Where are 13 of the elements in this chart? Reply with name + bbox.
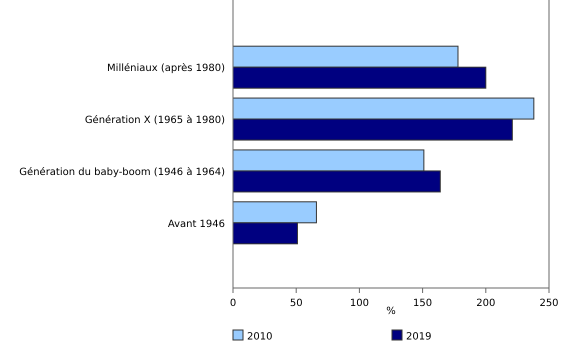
legend-label: 2019 — [406, 332, 432, 342]
x-tick-label: 0 — [230, 298, 236, 309]
y-tick-label: Génération du baby-boom (1946 à 1964) — [19, 166, 226, 178]
y-tick-label: Génération X (1965 à 1980) — [84, 115, 226, 126]
x-tick-label: 200 — [476, 298, 496, 309]
legend-label: 2010 — [247, 332, 272, 342]
x-axis-title: % — [386, 306, 396, 317]
x-tick-label: 150 — [413, 298, 432, 309]
x-tick-label: 50 — [290, 298, 303, 309]
x-tick-label: 250 — [539, 298, 559, 309]
x-tick-label: 100 — [350, 298, 369, 309]
y-tick-label: Avant 1946 — [168, 218, 225, 230]
y-tick-label: Milléniaux (après 1980) — [107, 63, 226, 74]
